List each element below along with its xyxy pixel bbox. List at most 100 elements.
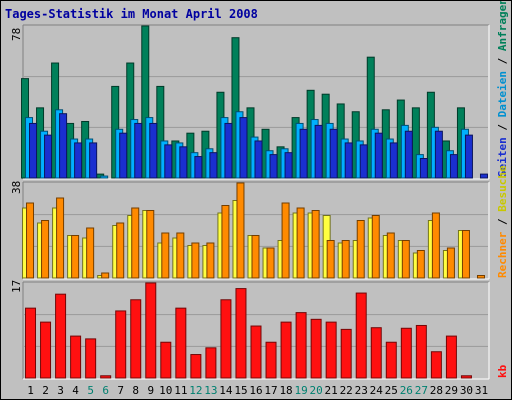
bar-rechner-8: [131, 207, 140, 279]
bar-kb-25: [385, 341, 397, 379]
bar-rechner-5: [86, 227, 95, 279]
bar-kb-5: [85, 338, 97, 379]
bar-kb-21: [325, 321, 337, 379]
bar-rechner-9: [146, 210, 155, 279]
bar-seiten-8: [134, 122, 143, 179]
bar-rechner-18: [281, 202, 290, 279]
bar-seiten-14: [224, 122, 233, 179]
bar-rechner-26: [401, 240, 410, 279]
day-label-6: 6: [102, 384, 109, 397]
bar-seiten-13: [209, 152, 218, 179]
bar-rechner-30: [461, 230, 470, 279]
bar-seiten-4: [74, 142, 83, 179]
bar-seiten-3: [59, 113, 68, 179]
bar-seiten-10: [164, 144, 173, 179]
bar-kb-1: [25, 307, 37, 379]
bar-kb-4: [70, 335, 82, 379]
day-label-16: 16: [249, 384, 262, 397]
bar-rechner-31: [476, 275, 485, 279]
bar-rechner-16: [251, 235, 260, 279]
day-label-28: 28: [430, 384, 443, 397]
bar-kb-23: [355, 292, 367, 379]
bar-kb-18: [280, 321, 292, 379]
bar-seiten-25: [389, 142, 398, 179]
bar-seiten-21: [329, 128, 338, 179]
bar-kb-17: [265, 341, 277, 379]
day-label-19: 19: [294, 384, 307, 397]
bar-kb-2: [40, 321, 52, 379]
day-label-14: 14: [219, 384, 233, 397]
day-label-26: 26: [400, 384, 413, 397]
bar-rechner-20: [311, 210, 320, 279]
bar-seiten-23: [359, 144, 368, 179]
bar-rechner-3: [56, 197, 65, 279]
day-label-22: 22: [340, 384, 353, 397]
day-label-5: 5: [87, 384, 94, 397]
bar-seiten-22: [344, 142, 353, 179]
bar-seiten-5: [89, 142, 98, 179]
bar-rechner-2: [41, 220, 50, 279]
bar-seiten-16: [254, 140, 263, 179]
bar-rechner-1: [26, 202, 35, 279]
bar-kb-24: [370, 327, 382, 379]
day-label-17: 17: [264, 384, 277, 397]
bar-dateien-6: [100, 175, 109, 179]
day-label-21: 21: [325, 384, 338, 397]
bar-kb-7: [115, 310, 127, 379]
bar-seiten-2: [44, 134, 53, 179]
day-label-24: 24: [370, 384, 384, 397]
bar-kb-6: [100, 375, 112, 379]
bar-rechner-19: [296, 207, 305, 279]
bar-seiten-24: [374, 132, 383, 179]
bar-kb-9: [145, 282, 157, 379]
bar-rechner-12: [191, 242, 200, 279]
chart-title: Tages-Statistik im Monat April 2008: [5, 7, 258, 21]
day-label-12: 12: [189, 384, 202, 397]
bar-kb-28: [430, 351, 442, 379]
bar-rechner-6: [101, 272, 110, 279]
bar-rechner-21: [326, 240, 335, 279]
day-label-13: 13: [204, 384, 217, 397]
bar-seiten-15: [239, 117, 248, 179]
bar-rechner-27: [416, 250, 425, 279]
bar-kb-3: [55, 293, 67, 379]
bar-seiten-1: [29, 122, 38, 179]
bar-seiten-12: [194, 156, 203, 179]
bar-rechner-14: [221, 205, 230, 279]
day-label-9: 9: [147, 384, 154, 397]
day-label-2: 2: [42, 384, 49, 397]
day-label-18: 18: [279, 384, 292, 397]
day-label-3: 3: [57, 384, 64, 397]
bar-rechner-29: [446, 247, 455, 279]
bar-rechner-25: [386, 232, 395, 279]
bar-seiten-19: [299, 128, 308, 179]
bar-seiten-26: [404, 130, 413, 179]
bar-seiten-31: [479, 173, 488, 179]
day-label-7: 7: [117, 384, 124, 397]
bar-rechner-11: [176, 232, 185, 279]
bar-rechner-23: [356, 220, 365, 279]
bar-kb-13: [205, 347, 217, 379]
bar-seiten-7: [119, 132, 128, 179]
bar-kb-11: [175, 307, 187, 379]
day-label-27: 27: [415, 384, 428, 397]
bar-rechner-10: [161, 232, 170, 279]
bar-kb-20: [310, 318, 322, 379]
day-label-30: 30: [460, 384, 473, 397]
bar-kb-19: [295, 312, 307, 379]
day-label-4: 4: [72, 384, 79, 397]
day-label-11: 11: [174, 384, 187, 397]
bar-rechner-28: [431, 212, 440, 279]
bar-seiten-30: [464, 134, 473, 179]
bar-kb-10: [160, 341, 172, 379]
bar-seiten-9: [149, 122, 158, 179]
bar-kb-30: [460, 375, 472, 379]
bar-rechner-17: [266, 247, 275, 279]
bar-kb-15: [235, 288, 247, 379]
bar-rechner-22: [341, 240, 350, 279]
bar-seiten-20: [314, 124, 323, 179]
day-label-29: 29: [445, 384, 458, 397]
bar-seiten-18: [284, 152, 293, 179]
day-label-8: 8: [132, 384, 139, 397]
